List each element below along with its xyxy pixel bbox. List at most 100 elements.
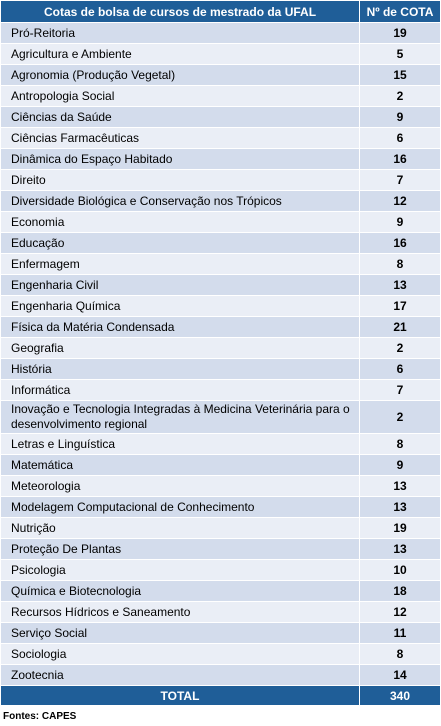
- table-row: Serviço Social 11: [0, 622, 441, 644]
- quota-count: 10: [359, 559, 441, 581]
- quota-count: 6: [359, 127, 441, 149]
- table-row: Zootecnia 14: [0, 664, 441, 686]
- quota-count: 16: [359, 232, 441, 254]
- table-row: Direito 7: [0, 169, 441, 191]
- course-name: Psicologia: [0, 559, 360, 581]
- course-name: Ciências da Saúde: [0, 106, 360, 128]
- course-name: Engenharia Civil: [0, 274, 360, 296]
- course-name: Zootecnia: [0, 664, 360, 686]
- quota-count: 12: [359, 601, 441, 623]
- table-row: Ciências Farmacêuticas 6: [0, 127, 441, 149]
- quota-count: 7: [359, 379, 441, 401]
- course-name: Geografia: [0, 337, 360, 359]
- course-name: Química e Biotecnologia: [0, 580, 360, 602]
- quota-count: 9: [359, 106, 441, 128]
- quota-count: 19: [359, 517, 441, 539]
- course-name: Recursos Hídricos e Saneamento: [0, 601, 360, 623]
- course-name: Economia: [0, 211, 360, 233]
- course-name: Nutrição: [0, 517, 360, 539]
- table-row: Meteorologia 13: [0, 475, 441, 497]
- course-name: Agricultura e Ambiente: [0, 43, 360, 65]
- table-row: Engenharia Civil 13: [0, 274, 441, 296]
- table-row: Nutrição 19: [0, 517, 441, 539]
- quota-count: 7: [359, 169, 441, 191]
- table-row: Sociologia 8: [0, 643, 441, 665]
- quota-count: 11: [359, 622, 441, 644]
- quota-count: 8: [359, 253, 441, 275]
- column-header-course: Cotas de bolsa de cursos de mestrado da …: [0, 0, 360, 23]
- table-row: Engenharia Química 17: [0, 295, 441, 317]
- table-row: História 6: [0, 358, 441, 380]
- course-name: Pró-Reitoria: [0, 22, 360, 44]
- table-header-row: Cotas de bolsa de cursos de mestrado da …: [0, 0, 441, 23]
- quota-count: 13: [359, 496, 441, 518]
- total-label: TOTAL: [0, 685, 360, 706]
- table-row: Recursos Hídricos e Saneamento 12: [0, 601, 441, 623]
- course-name: Engenharia Química: [0, 295, 360, 317]
- quota-count: 13: [359, 475, 441, 497]
- table-row: Informática 7: [0, 379, 441, 401]
- source-note: Fontes: CAPES: [3, 711, 77, 722]
- column-header-count: Nº de COTA: [359, 0, 441, 23]
- quota-table: Cotas de bolsa de cursos de mestrado da …: [0, 0, 441, 706]
- table-row: Matemática 9: [0, 454, 441, 476]
- quota-count: 13: [359, 538, 441, 560]
- table-row: Geografia 2: [0, 337, 441, 359]
- course-name: Modelagem Computacional de Conhecimento: [0, 496, 360, 518]
- table-row: Ciências da Saúde 9: [0, 106, 441, 128]
- table-row: Dinâmica do Espaço Habitado 16: [0, 148, 441, 170]
- quota-count: 12: [359, 190, 441, 212]
- table-row: Proteção De Plantas 13: [0, 538, 441, 560]
- quota-count: 17: [359, 295, 441, 317]
- course-name: Meteorologia: [0, 475, 360, 497]
- quota-count: 5: [359, 43, 441, 65]
- total-count: 340: [359, 685, 441, 706]
- table-row: Enfermagem 8: [0, 253, 441, 275]
- quota-count: 15: [359, 64, 441, 86]
- quota-count: 19: [359, 22, 441, 44]
- table-row: Inovação e Tecnologia Integradas à Medic…: [0, 400, 441, 434]
- course-name: Sociologia: [0, 643, 360, 665]
- quota-count: 2: [359, 85, 441, 107]
- quota-count: 13: [359, 274, 441, 296]
- quota-count: 21: [359, 316, 441, 338]
- course-name: Direito: [0, 169, 360, 191]
- course-name: Matemática: [0, 454, 360, 476]
- course-name: Inovação e Tecnologia Integradas à Medic…: [0, 400, 360, 434]
- quota-count: 8: [359, 433, 441, 455]
- course-name: Serviço Social: [0, 622, 360, 644]
- quota-count: 8: [359, 643, 441, 665]
- quota-count: 9: [359, 211, 441, 233]
- table-body: Pró-Reitoria 19 Agricultura e Ambiente 5 Agr…: [0, 22, 441, 686]
- table-row: Economia 9: [0, 211, 441, 233]
- quota-count: 16: [359, 148, 441, 170]
- course-name: Enfermagem: [0, 253, 360, 275]
- quota-count: 2: [359, 400, 441, 434]
- course-name: História: [0, 358, 360, 380]
- quota-count: 9: [359, 454, 441, 476]
- course-name: Ciências Farmacêuticas: [0, 127, 360, 149]
- table-row: Agronomia (Produção Vegetal) 15: [0, 64, 441, 86]
- table-row: Pró-Reitoria 19: [0, 22, 441, 44]
- course-name: Proteção De Plantas: [0, 538, 360, 560]
- quota-count: 14: [359, 664, 441, 686]
- course-name: Informática: [0, 379, 360, 401]
- table-row: Química e Biotecnologia 18: [0, 580, 441, 602]
- table-row: Agricultura e Ambiente 5: [0, 43, 441, 65]
- table-row: Educação 16: [0, 232, 441, 254]
- course-name: Diversidade Biológica e Conservação nos …: [0, 190, 360, 212]
- table-row: Modelagem Computacional de Conhecimento 1…: [0, 496, 441, 518]
- table-row: Letras e Linguística 8: [0, 433, 441, 455]
- course-name: Educação: [0, 232, 360, 254]
- course-name: Antropologia Social: [0, 85, 360, 107]
- course-name: Física da Matéria Condensada: [0, 316, 360, 338]
- table-row: Diversidade Biológica e Conservação nos …: [0, 190, 441, 212]
- table-row: Antropologia Social 2: [0, 85, 441, 107]
- total-row: TOTAL 340: [0, 685, 441, 706]
- quota-count: 6: [359, 358, 441, 380]
- quota-count: 18: [359, 580, 441, 602]
- table-row: Física da Matéria Condensada 21: [0, 316, 441, 338]
- course-name: Agronomia (Produção Vegetal): [0, 64, 360, 86]
- quota-count: 2: [359, 337, 441, 359]
